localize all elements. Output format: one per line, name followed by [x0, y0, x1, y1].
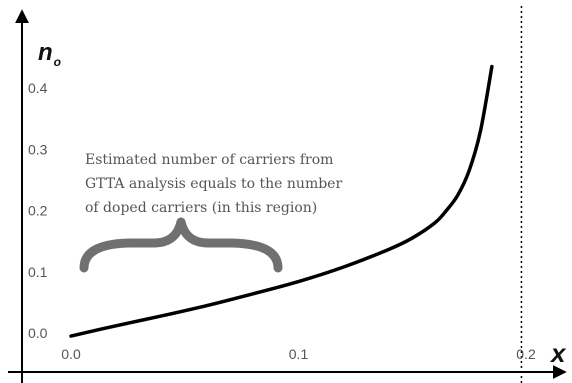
y-axis-title: no	[38, 39, 61, 69]
annotation-line-1: Estimated number of carriers from	[85, 152, 333, 168]
y-axis-title-main: n	[38, 39, 53, 66]
x-tick-labels: 0.0 0.1 0.2	[61, 346, 536, 362]
y-tick-label: 0.0	[28, 325, 48, 341]
series-line	[69, 64, 494, 338]
y-tick-labels: 0.0 0.1 0.2 0.3 0.4	[28, 80, 48, 341]
x-axis-title: x	[549, 338, 567, 368]
curly-brace	[79, 217, 283, 273]
y-tick-label: 0.4	[28, 80, 48, 96]
y-axis-title-subscript: o	[54, 55, 61, 69]
y-tick-label: 0.2	[28, 203, 48, 219]
annotation: Estimated number of carriers from GTTA a…	[79, 152, 342, 273]
annotation-line-3: of doped carriers (in this region)	[85, 200, 317, 216]
x-tick-label: 0.2	[516, 346, 536, 362]
y-tick-label: 0.1	[28, 264, 48, 280]
y-tick-label: 0.3	[28, 141, 48, 157]
annotation-line-2: GTTA analysis equals to the number	[85, 176, 342, 192]
x-tick-label: 0.0	[61, 346, 81, 362]
x-tick-label: 0.1	[289, 346, 309, 362]
